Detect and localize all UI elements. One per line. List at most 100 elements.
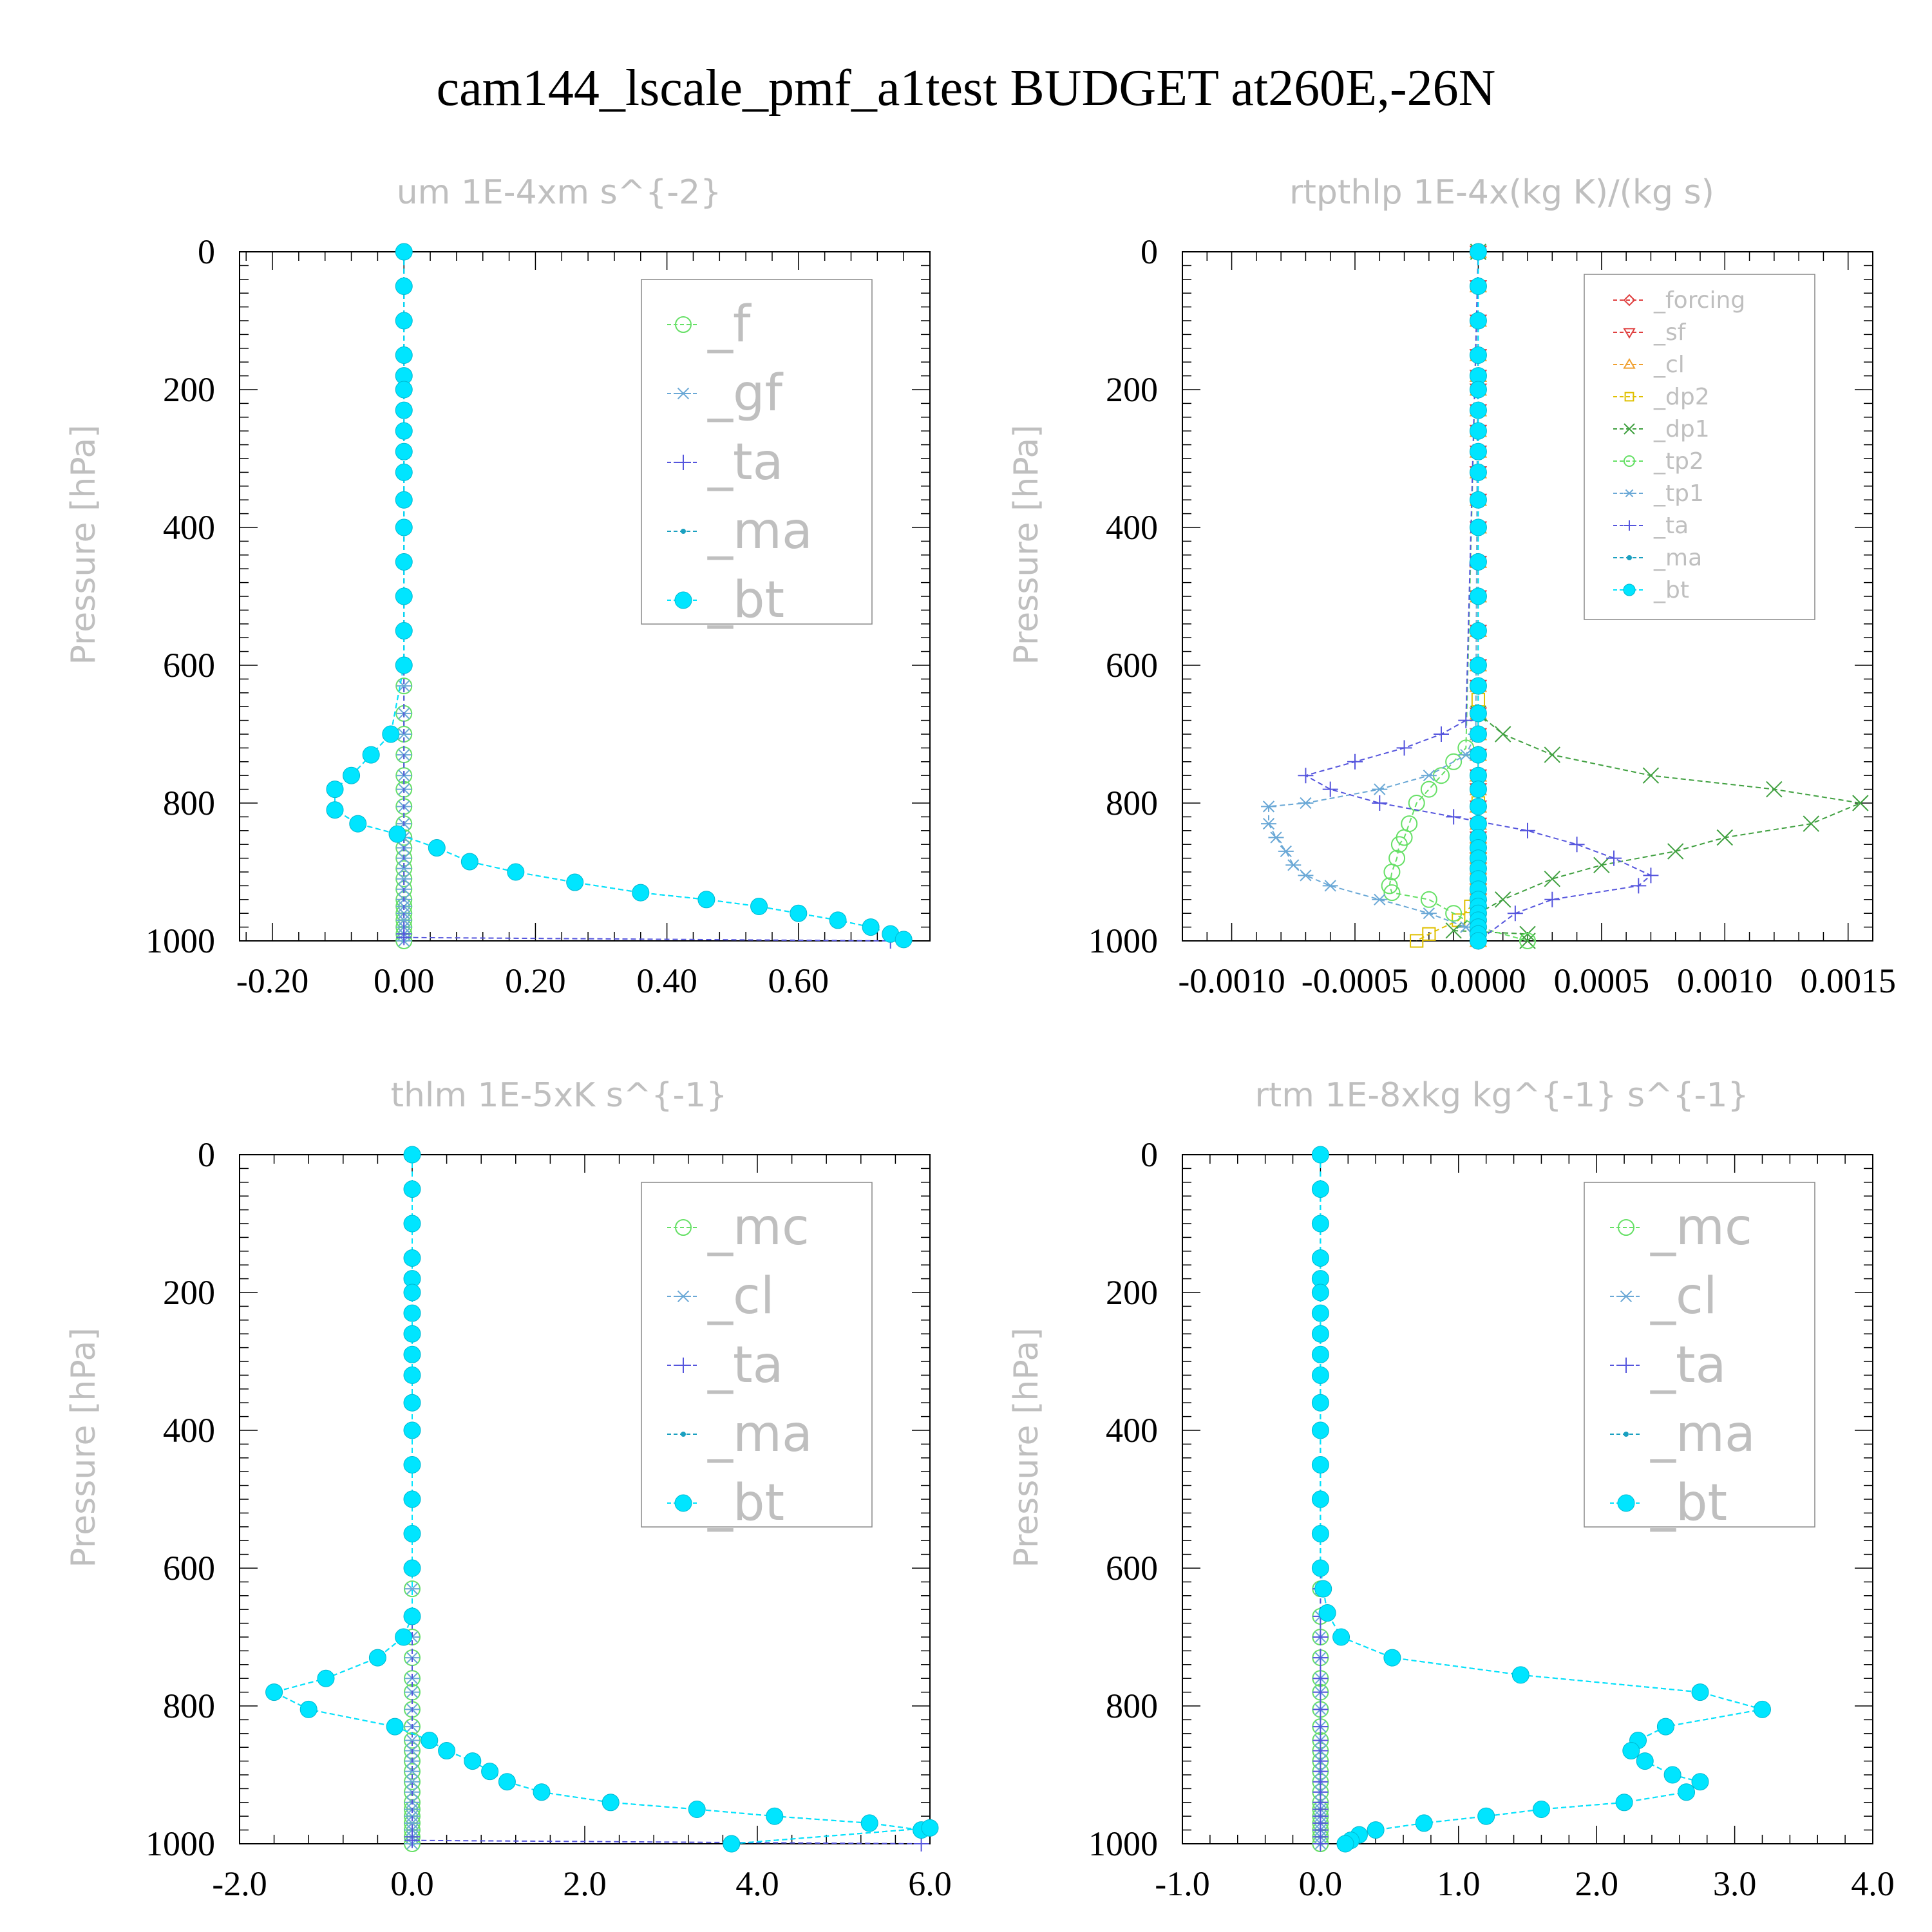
x-tick-label: 4.0 xyxy=(735,1864,779,1903)
y-tick-label: 400 xyxy=(163,508,215,547)
x-tick-label: 0.00 xyxy=(374,961,435,1000)
panel-title: rtpthlp 1E-4x(kg K)/(kg s) xyxy=(1289,173,1714,212)
y-tick-label: 400 xyxy=(1106,1411,1158,1450)
series-dp1 xyxy=(1445,243,1869,949)
y-tick-label: 400 xyxy=(163,1411,215,1450)
y-tick-label: 600 xyxy=(1106,1549,1158,1587)
legend-label: _bt xyxy=(1653,577,1689,603)
series-tp2 xyxy=(1381,243,1536,949)
series-bt xyxy=(1469,243,1487,950)
y-tick-label: 0 xyxy=(198,232,215,271)
page-title: cam144_lscale_pmf_a1test BUDGET at260E,-… xyxy=(436,60,1496,117)
legend-label: _f xyxy=(707,296,752,354)
x-tick-label: -0.20 xyxy=(236,961,308,1000)
x-tick-label: 0.40 xyxy=(636,961,697,1000)
series-bt xyxy=(1311,1146,1771,1853)
legend-label: _dp1 xyxy=(1653,416,1710,442)
y-tick-label: 200 xyxy=(1106,1273,1158,1312)
x-tick-label: 4.0 xyxy=(1851,1864,1895,1903)
legend-label: _dp2 xyxy=(1653,384,1710,410)
y-tick-label: 400 xyxy=(1106,508,1158,547)
y-tick-label: 1000 xyxy=(1088,1824,1158,1863)
x-tick-label: 0.0 xyxy=(1299,1864,1343,1903)
y-axis-label: Pressure [hPa] xyxy=(64,1328,103,1568)
y-tick-label: 1000 xyxy=(146,922,215,960)
panel-title: rtm 1E-8xkg kg^{-1} s^{-1} xyxy=(1255,1076,1748,1115)
legend-label: _ta xyxy=(707,433,783,491)
x-tick-label: 0.60 xyxy=(768,961,829,1000)
x-tick-label: -2.0 xyxy=(212,1864,267,1903)
legend: _forcing _sf _cl _dp2 _dp1 _tp2 _tp1 _ta _ma _bt xyxy=(1584,274,1815,620)
y-tick-label: 800 xyxy=(1106,784,1158,822)
legend-label: _ma xyxy=(707,1405,813,1463)
legend-label: _cl xyxy=(1653,352,1685,378)
y-tick-label: 0 xyxy=(198,1135,215,1174)
y-tick-label: 800 xyxy=(1106,1687,1158,1725)
legend-label: _ma xyxy=(1653,545,1702,571)
y-tick-label: 200 xyxy=(163,370,215,409)
y-tick-label: 1000 xyxy=(146,1824,215,1863)
x-tick-label: 0.0010 xyxy=(1677,961,1773,1000)
y-axis-label: Pressure [hPa] xyxy=(1007,1328,1046,1568)
chart-panel-2: rtpthlp 1E-4x(kg K)/(kg s) Pressure [hPa]… xyxy=(1007,173,1896,1000)
legend-box xyxy=(641,279,873,625)
legend-label: _gf xyxy=(707,365,784,422)
x-tick-label: 0.0000 xyxy=(1430,961,1526,1000)
y-tick-label: 600 xyxy=(163,646,215,685)
x-tick-label: 2.0 xyxy=(563,1864,607,1903)
legend-label: _ta xyxy=(1653,513,1689,539)
legend-label: _bt xyxy=(707,571,784,629)
x-tick-label: -0.0005 xyxy=(1302,961,1408,1000)
legend-label: _cl xyxy=(1650,1267,1718,1325)
legend-label: _mc xyxy=(1650,1198,1752,1256)
x-tick-label: 0.0005 xyxy=(1554,961,1650,1000)
legend: _mc _cl _ta _ma _bt xyxy=(1584,1182,1815,1532)
series-bt xyxy=(326,243,913,949)
chart-panel-4: rtm 1E-8xkg kg^{-1} s^{-1} Pressure [hPa]… xyxy=(1007,1076,1895,1903)
x-tick-label: 6.0 xyxy=(908,1864,952,1903)
y-tick-label: 0 xyxy=(1141,232,1158,271)
panel-title: um 1E-4xm s^{-2} xyxy=(397,173,722,212)
y-tick-label: 600 xyxy=(163,1549,215,1587)
legend-label: _tp2 xyxy=(1653,448,1704,475)
legend-label: _cl xyxy=(707,1267,775,1325)
series-line xyxy=(1268,251,1479,942)
series-bt xyxy=(265,1146,939,1853)
legend-label: _forcing xyxy=(1653,287,1745,314)
chart-panel-3: thlm 1E-5xK s^{-1} Pressure [hPa] 0 200 400 6… xyxy=(64,1076,952,1903)
legend-label: _bt xyxy=(707,1474,784,1532)
y-tick-label: 800 xyxy=(163,1687,215,1725)
x-tick-label: -1.0 xyxy=(1155,1864,1209,1903)
y-tick-label: 0 xyxy=(1141,1135,1158,1174)
x-tick-label: 2.0 xyxy=(1575,1864,1618,1903)
legend-label: _bt xyxy=(1650,1474,1727,1532)
legend-label: _sf xyxy=(1653,319,1687,346)
series-line xyxy=(1388,251,1528,942)
panel-title: thlm 1E-5xK s^{-1} xyxy=(391,1076,728,1115)
y-tick-label: 200 xyxy=(163,1273,215,1312)
y-tick-label: 200 xyxy=(1106,370,1158,409)
series-tp1 xyxy=(1261,245,1486,947)
legend-label: _tp1 xyxy=(1653,480,1704,507)
legend-label: _ma xyxy=(1650,1405,1756,1463)
legend-box xyxy=(641,1182,873,1528)
legend-label: _ma xyxy=(707,502,813,560)
legend-label: _mc xyxy=(707,1198,810,1256)
legend: _f _gf _ta _ma _bt xyxy=(641,279,873,629)
legend-box xyxy=(1584,1182,1815,1528)
x-tick-label: 1.0 xyxy=(1437,1864,1481,1903)
chart-panel-1: um 1E-4xm s^{-2} Pressure [hPa] 0 200 400 600… xyxy=(64,173,931,1000)
x-tick-label: 3.0 xyxy=(1713,1864,1757,1903)
y-tick-label: 600 xyxy=(1106,646,1158,685)
legend-label: _ta xyxy=(707,1336,783,1394)
y-axis-label: Pressure [hPa] xyxy=(1007,425,1046,665)
x-tick-label: -0.0010 xyxy=(1178,961,1285,1000)
x-tick-label: 0.20 xyxy=(505,961,566,1000)
series-line xyxy=(1303,251,1653,942)
x-tick-label: 0.0 xyxy=(390,1864,434,1903)
legend: _mc _cl _ta _ma _bt xyxy=(641,1182,873,1532)
y-axis-label: Pressure [hPa] xyxy=(64,425,103,665)
y-tick-label: 800 xyxy=(163,784,215,822)
legend-label: _ta xyxy=(1650,1336,1726,1394)
